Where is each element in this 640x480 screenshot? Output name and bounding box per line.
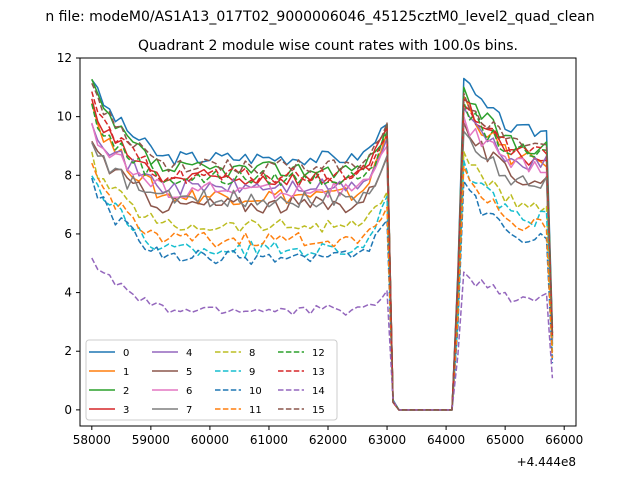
legend-label: 6 — [186, 386, 192, 397]
legend-label: 2 — [123, 386, 129, 397]
series-line-6 — [91, 115, 554, 411]
series-line-7 — [91, 130, 554, 411]
x-tick-label: 63000 — [368, 433, 406, 447]
x-offset-label: +4.444e8 — [517, 455, 576, 469]
legend-label: 7 — [186, 405, 192, 416]
legend-label: 11 — [249, 405, 262, 416]
series-line-8 — [91, 151, 554, 411]
legend-label: 10 — [249, 386, 262, 397]
legend-label: 14 — [312, 386, 325, 397]
x-tick-label: 58000 — [73, 433, 111, 447]
series-line-12 — [91, 101, 554, 411]
x-axis: 58000 59000 60000 61000 62000 63000 64000 65000… — [73, 426, 583, 447]
legend-label: 5 — [186, 367, 192, 378]
x-tick-label: 64000 — [427, 433, 465, 447]
y-tick-label: 6 — [64, 227, 72, 241]
y-axis: 0 2 4 6 8 10 12 — [57, 51, 80, 417]
y-tick-label: 4 — [64, 286, 72, 300]
x-tick-label: 59000 — [132, 433, 170, 447]
chart-subtitle: Quadrant 2 module wise count rates with … — [138, 38, 518, 54]
chart-title: n file: modeM0/AS1A13_017T02_9000006046_… — [45, 9, 594, 25]
series-line-5 — [91, 121, 554, 411]
legend-label: 13 — [312, 367, 325, 378]
y-tick-label: 0 — [64, 403, 72, 417]
legend-label: 8 — [249, 348, 255, 359]
series-line-13 — [91, 91, 554, 411]
legend-label: 4 — [186, 348, 192, 359]
series-line-15 — [91, 82, 554, 411]
legend-label: 3 — [123, 405, 129, 416]
y-tick-label: 8 — [64, 168, 72, 182]
plot-lines — [91, 77, 554, 411]
series-line-0 — [91, 77, 554, 411]
series-line-11 — [91, 162, 554, 411]
y-tick-label: 10 — [57, 110, 72, 124]
x-tick-label: 61000 — [250, 433, 288, 447]
legend-label: 15 — [312, 405, 325, 416]
legend-label: 9 — [249, 367, 255, 378]
x-tick-label: 65000 — [486, 433, 524, 447]
x-tick-label: 66000 — [545, 433, 583, 447]
x-tick-label: 62000 — [309, 433, 347, 447]
x-tick-label: 60000 — [191, 433, 229, 447]
legend-label: 12 — [312, 348, 325, 359]
legend-box — [85, 339, 338, 421]
y-tick-label: 12 — [57, 51, 72, 65]
series-line-9 — [91, 159, 554, 411]
legend-label: 0 — [123, 348, 129, 359]
series-line-10 — [91, 177, 554, 411]
legend-label: 1 — [123, 367, 129, 378]
y-tick-label: 2 — [64, 344, 72, 358]
